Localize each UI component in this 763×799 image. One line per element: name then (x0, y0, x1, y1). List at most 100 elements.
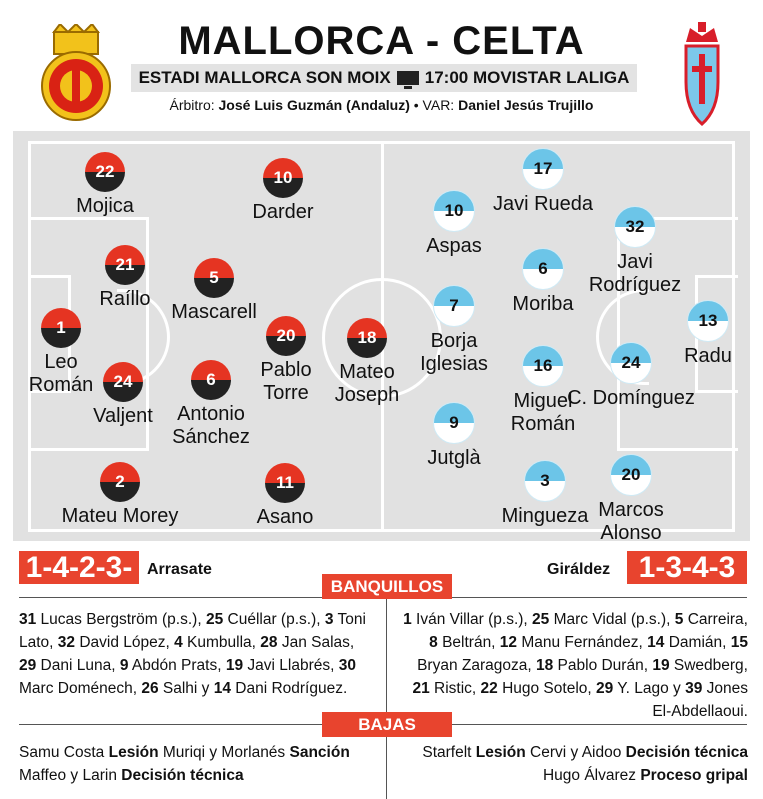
bench-player-name: Bryan Zaragoza, (417, 657, 536, 674)
shirt-number-badge: 20 (610, 454, 652, 496)
bench-shirt-number: 15 (730, 634, 748, 651)
player-name: Antonio Sánchez (172, 403, 250, 448)
shirt-number-badge: 16 (522, 345, 564, 387)
bench-shirt-number: 18 (535, 657, 554, 674)
player-radu: 13 Radu (618, 300, 763, 368)
referee-label: Árbitro: (169, 97, 215, 113)
player-javi-rodriguez: 32 Javi Rodríguez (545, 206, 725, 297)
bench-shirt-number: 9 (119, 657, 129, 674)
player-name: Pablo Torre (260, 359, 312, 404)
away-bench-list: 1 Iván Villar (p.s.), 25 Marc Vidal (p.s… (398, 608, 748, 723)
bench-shirt-number: 1 (403, 611, 412, 628)
bench-shirt-number: 14 (647, 634, 665, 651)
player-mojica: 22 Mojica (15, 152, 195, 218)
shirt-number-badge: 17 (522, 148, 564, 190)
player-mateu-morey: 2 Mateu Morey (30, 462, 210, 528)
home-formation: 1-4-2-3-1 (19, 551, 139, 617)
bench-player-name: Cuéllar (p.s.), (223, 611, 325, 628)
venue-name: ESTADI MALLORCA SON MOIX (138, 68, 391, 87)
player-miguel-roman: 16 Miguel Román (453, 345, 633, 436)
bench-shirt-number: 25 (532, 611, 550, 628)
player-antonio-sanchez: 6 Antonio Sánchez (121, 360, 301, 449)
shirt-number-badge: 3 (524, 460, 566, 502)
player-name: Jutglà (427, 447, 481, 469)
player-borja-iglesias: 7 Borja Iglesias (364, 285, 544, 376)
player-name: Miguel Román (510, 390, 576, 435)
shirt-number-badge: 13 (687, 300, 729, 342)
bench-player-name: Carreira, (683, 611, 748, 628)
bench-player-name: Damián, (664, 634, 731, 651)
bench-player-name: Y. Lago y (613, 680, 686, 697)
home-coach: Arrasate (147, 561, 212, 578)
match-title: MALLORCA - CELTA (178, 19, 585, 63)
shirt-number-badge: 5 (194, 258, 234, 298)
away-coach: Giráldez (547, 561, 611, 578)
player-asano: 11 Asano (195, 463, 375, 529)
bench-shirt-number: 21 (412, 680, 430, 697)
venue-line: ESTADI MALLORCA SON MOIX 17:00 MOVISTAR L… (131, 64, 637, 92)
player-leo-roman: 1 Leo Román (0, 308, 151, 397)
player-name: Marcos Alonso (598, 499, 664, 544)
home-bench-list: 31 Lucas Bergström (p.s.), 25 Cuéllar (p… (19, 608, 369, 700)
player-jutgla: 9 Jutglà (364, 402, 544, 470)
bench-player-name: Beltrán, (437, 634, 500, 651)
home-absences: Samu Costa Lesión Muriqi y Morlanés Sanc… (19, 744, 350, 784)
bench-shirt-number: 28 (260, 634, 278, 651)
player-darder: 10 Darder (193, 158, 373, 224)
player-name: Moriba (512, 293, 574, 315)
celta-crest-icon (684, 22, 720, 126)
player-aspas: 10 Aspas (364, 190, 544, 258)
player-name: Mateo Joseph (334, 361, 400, 406)
bench-player-name: Manu Fernández, (517, 634, 648, 651)
bench-shirt-number: 25 (205, 611, 224, 628)
bench-shirt-number: 12 (499, 634, 518, 651)
bench-header: BANQUILLOS (322, 574, 452, 599)
player-c-dominguez: 24 C. Domínguez (541, 342, 721, 410)
bench-shirt-number: 19 (225, 657, 244, 674)
player-mascarell: 5 Mascarell (124, 258, 304, 324)
bench-shirt-number: 22 (480, 680, 498, 697)
player-mateo-joseph: 18 Mateo Joseph (277, 318, 457, 407)
player-name: Mojica (76, 195, 134, 217)
player-name: Borja Iglesias (420, 330, 488, 375)
bench-player-name: Salhi y (158, 680, 214, 697)
player-name: Radu (684, 345, 732, 367)
bench-player-name: Ristic, (429, 680, 481, 697)
player-moriba: 6 Moriba (453, 248, 633, 316)
shirt-number-badge: 18 (347, 318, 387, 358)
officials-line: Árbitro: José Luis Guzmán (Andaluz) • VA… (0, 97, 763, 113)
bench-player-name: Javi Llabrés, (243, 657, 339, 674)
shirt-number-badge: 6 (522, 248, 564, 290)
player-name: Aspas (426, 235, 482, 257)
shirt-number-badge: 11 (265, 463, 305, 503)
bench-shirt-number: 14 (213, 680, 231, 697)
player-name: Asano (256, 506, 314, 528)
var-label: • VAR: (409, 97, 459, 113)
bench-player-name: Swedberg, (669, 657, 748, 674)
bench-player-name: Jan Salas, (277, 634, 355, 651)
shirt-number-badge: 24 (610, 342, 652, 384)
bench-shirt-number: 29 (596, 680, 614, 697)
player-name: Javi Rueda (492, 193, 594, 215)
var-name: Daniel Jesús Trujillo (458, 97, 594, 113)
away-absences: Starfelt Lesión Cervi y Aidoo Decisión t… (422, 744, 748, 784)
player-valjent: 24 Valjent (33, 362, 213, 428)
shirt-number-badge: 2 (100, 462, 140, 502)
bench-player-name: Marc Vidal (p.s.), (549, 611, 675, 628)
shirt-number-badge: 10 (433, 190, 475, 232)
player-name: Leo Román (28, 351, 94, 396)
bench-shirt-number: 4 (174, 634, 183, 651)
player-marcos-alonso: 20 Marcos Alonso (541, 454, 721, 545)
player-name: Mascarell (171, 301, 257, 323)
bench-shirt-number: 39 (685, 680, 703, 697)
bench-shirt-number: 19 (652, 657, 670, 674)
shirt-number-badge: 32 (614, 206, 656, 248)
player-name: Raíllo (99, 288, 151, 310)
bench-shirt-number: 8 (429, 634, 438, 651)
player-name: Valjent (93, 405, 153, 427)
shirt-number-badge: 24 (103, 362, 143, 402)
player-pablo-torre: 20 Pablo Torre (196, 316, 376, 405)
bench-player-name: Dani Rodríguez. (230, 680, 348, 697)
away-formation: 1-3-4-3 (627, 551, 747, 584)
bench-player-name: Lucas Bergström (p.s.), (36, 611, 206, 628)
